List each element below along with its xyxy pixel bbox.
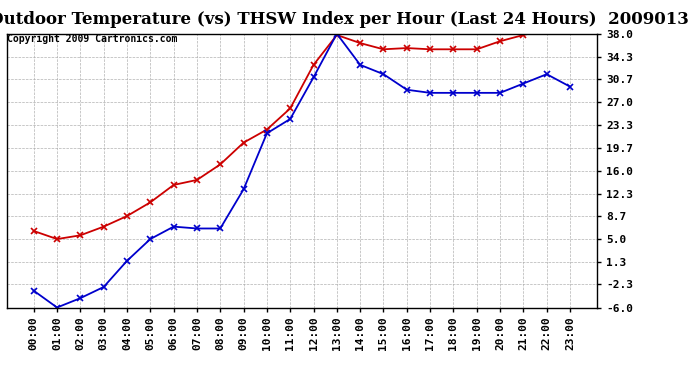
Text: Copyright 2009 Cartronics.com: Copyright 2009 Cartronics.com	[7, 34, 177, 44]
Text: Outdoor Temperature (vs) THSW Index per Hour (Last 24 Hours)  20090131: Outdoor Temperature (vs) THSW Index per …	[0, 11, 690, 28]
